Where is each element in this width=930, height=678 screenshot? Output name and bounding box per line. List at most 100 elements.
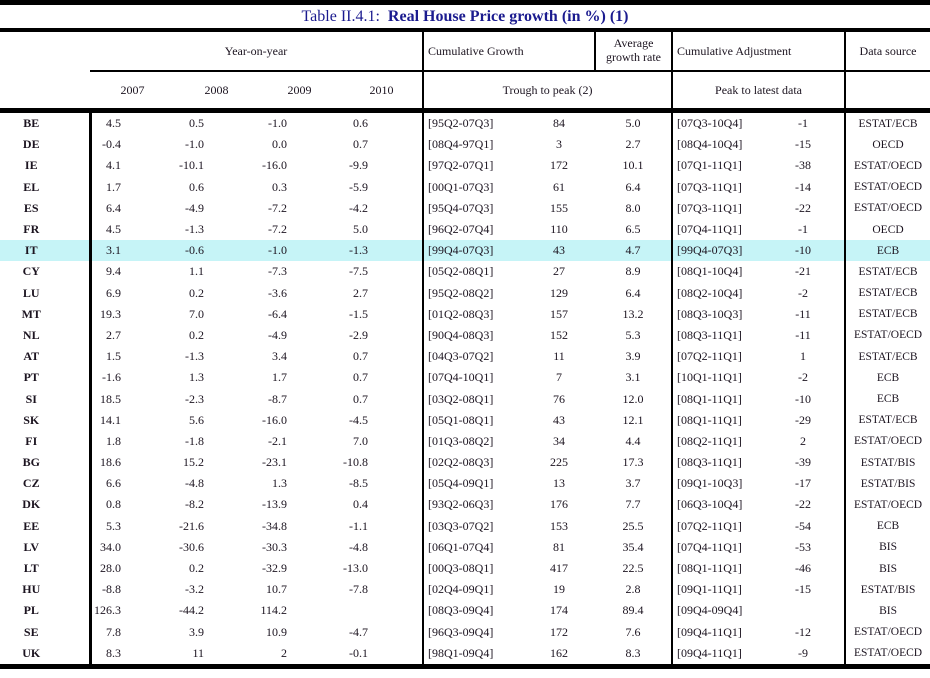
cell-cumulative-adjustment-value: -12 (795, 624, 812, 639)
cell-2009: -2.1 (268, 433, 287, 448)
cell-average-growth-rate: 2.8 (625, 582, 641, 597)
table-row-el: EL 1.7 0.6 0.3 -5.9 [00Q1-07Q3] 61 6.4 [07Q3-11Q… (0, 176, 930, 198)
header-data-source-empty (844, 71, 930, 113)
cell-2009: 0.0 (272, 137, 287, 152)
cell-peak-latest-range: [07Q2-11Q1] (671, 515, 763, 537)
cell-2008: -1.3 (185, 349, 204, 364)
cell-trough-peak-range: [90Q4-08Q3] (422, 324, 524, 347)
cell-2010: -10.8 (343, 455, 369, 470)
table-row-at: AT 1.5 -1.3 3.4 0.7 [04Q3-07Q2] 11 3.9 [07Q2-11Q… (0, 346, 930, 368)
cell-2007: 1.7 (106, 179, 121, 194)
cell-2008: 15.2 (183, 455, 204, 470)
cell-average-growth-rate: 25.5 (622, 518, 644, 533)
header-trough-to-peak: Trough to peak (2) (422, 71, 673, 113)
cell-peak-latest-range: [08Q3-11Q1] (671, 452, 763, 474)
cell-2009: 114.2 (260, 603, 287, 618)
cell-cumulative-adjustment-value: -2 (798, 370, 809, 385)
cell-country: FI (0, 430, 92, 452)
header-average-growth-rate: Average growth rate (595, 32, 673, 72)
cell-trough-peak-range: [95Q4-07Q3] (422, 197, 524, 219)
cell-cumulative-growth-value: 13 (553, 476, 566, 491)
cell-average-growth-rate: 10.1 (622, 158, 644, 173)
cell-average-growth-rate: 8.9 (625, 264, 641, 279)
cell-peak-latest-range: [09Q4-11Q1] (671, 621, 763, 643)
cell-cumulative-growth-value: 19 (553, 582, 566, 597)
cell-country: PT (0, 367, 92, 389)
table-row-ee: EE 5.3 -21.6 -34.8 -1.1 [03Q3-07Q2] 153 25.5 [07… (0, 515, 930, 537)
cell-country: SE (0, 621, 92, 643)
cell-peak-latest-range: [08Q1-11Q1] (671, 557, 763, 580)
cell-2008: -30.6 (179, 539, 204, 554)
table-body: BE 4.5 0.5 -1.0 0.6 [95Q2-07Q3] 84 5.0 [07Q3-10Q… (0, 110, 930, 664)
cell-peak-latest-range: [08Q4-10Q4] (671, 134, 763, 156)
cell-2007: 18.5 (100, 391, 121, 406)
table-row-be: BE 4.5 0.5 -1.0 0.6 [95Q2-07Q3] 84 5.0 [07Q3-10Q… (0, 110, 930, 135)
cell-2007: 4.1 (106, 158, 121, 173)
cell-cumulative-growth-value: 43 (523, 240, 596, 262)
cell-cumulative-growth-value: 152 (550, 327, 569, 342)
cell-data-source: ESTAT/OECD (844, 197, 930, 219)
cell-average-growth-rate: 13.2 (622, 306, 644, 321)
cell-cumulative-growth-value: 176 (550, 497, 569, 512)
cell-2008: -1.0 (185, 137, 204, 152)
table-title-prefix: Table II.4.1: (301, 7, 380, 25)
cell-country: NL (0, 324, 92, 347)
cell-2009: -8.7 (268, 391, 287, 406)
cell-peak-latest-range: [07Q4-11Q1] (671, 218, 763, 241)
cell-2007: 7.8 (106, 624, 121, 639)
cell-data-source: ESTAT/BIS (844, 579, 930, 601)
cell-country: UK (0, 642, 92, 664)
cell-data-source: ECB (844, 515, 930, 537)
cell-country: DK (0, 494, 92, 516)
cell-2010: -4.8 (349, 539, 369, 554)
cell-country: HU (0, 579, 92, 601)
table-row-lv: LV 34.0 -30.6 -30.3 -4.8 [06Q1-07Q4] 81 35.4 [07… (0, 536, 930, 558)
cell-peak-latest-range: [07Q3-11Q1] (671, 176, 763, 198)
cell-average-growth-rate: 5.3 (625, 327, 641, 342)
cell-average-growth-rate: 12.0 (622, 391, 644, 406)
table-row-es: ES 6.4 -4.9 -7.2 -4.2 [95Q4-07Q3] 155 8.0 [07Q3-… (0, 197, 930, 219)
cell-2007: 28.0 (100, 561, 121, 576)
cell-2010: -8.5 (349, 476, 369, 491)
cell-peak-latest-range: [07Q2-11Q1] (671, 346, 763, 368)
cell-trough-peak-range: [02Q2-08Q3] (422, 452, 524, 474)
cell-average-growth-rate: 8.0 (625, 200, 641, 215)
cell-2008: -8.2 (185, 497, 204, 512)
cell-cumulative-growth-value: 174 (550, 603, 569, 618)
table-row-pt: PT -1.6 1.3 1.7 0.7 [07Q4-10Q1] 7 3.1 [10Q1-11Q1… (0, 367, 930, 389)
cell-country: ES (0, 197, 92, 219)
cell-2009: -1.0 (268, 116, 287, 131)
cell-peak-latest-range: [07Q3-10Q4] (671, 110, 763, 135)
cell-2009: -3.6 (268, 285, 287, 300)
cell-2008: -0.6 (175, 240, 258, 262)
cell-2010: 0.7 (353, 391, 369, 406)
cell-peak-latest-range: [09Q1-10Q3] (671, 473, 763, 495)
cell-country: IT (0, 240, 92, 262)
cell-cumulative-growth-value: 27 (553, 264, 566, 279)
cell-trough-peak-range: [98Q1-09Q4] (422, 642, 524, 664)
table-row-pl: PL 126.3 -44.2 114.2 [08Q3-09Q4] 174 89.4 [09Q4… (0, 600, 930, 622)
cell-country: IE (0, 155, 92, 177)
cell-2010: -4.5 (349, 412, 369, 427)
cell-2007: 4.5 (106, 116, 121, 131)
cell-trough-peak-range: [00Q1-07Q3] (422, 176, 524, 198)
cell-trough-peak-range: [08Q3-09Q4] (422, 600, 524, 622)
cell-2008: -4.9 (185, 200, 204, 215)
cell-2008: -44.2 (179, 603, 204, 618)
cell-2008: -1.3 (185, 222, 204, 237)
header-year-2007: 2007 (90, 71, 175, 113)
cell-cumulative-adjustment-value: -9 (798, 645, 809, 660)
cell-2007: -8.8 (102, 582, 121, 597)
cell-trough-peak-range: [03Q3-07Q2] (422, 515, 524, 537)
cell-cumulative-growth-value: 76 (553, 391, 566, 406)
cell-2010: -5.9 (349, 179, 369, 194)
cell-data-source: ESTAT/OECD (844, 494, 930, 516)
table-head-section: Year-on-year Cumulative Growth Average g… (0, 32, 930, 113)
table-row-lu: LU 6.9 0.2 -3.6 2.7 [95Q2-08Q2] 129 6.4 [08Q2-10… (0, 282, 930, 304)
table-row-sk: SK 14.1 5.6 -16.0 -4.5 [05Q1-08Q1] 43 12.1 [08Q1… (0, 409, 930, 431)
cell-cumulative-adjustment-value: -11 (795, 327, 811, 342)
cell-2008: -2.3 (185, 391, 204, 406)
cell-data-source: ESTAT/OECD (844, 430, 930, 452)
cell-2007: 34.0 (100, 539, 121, 554)
cell-2009: -34.8 (262, 518, 287, 533)
